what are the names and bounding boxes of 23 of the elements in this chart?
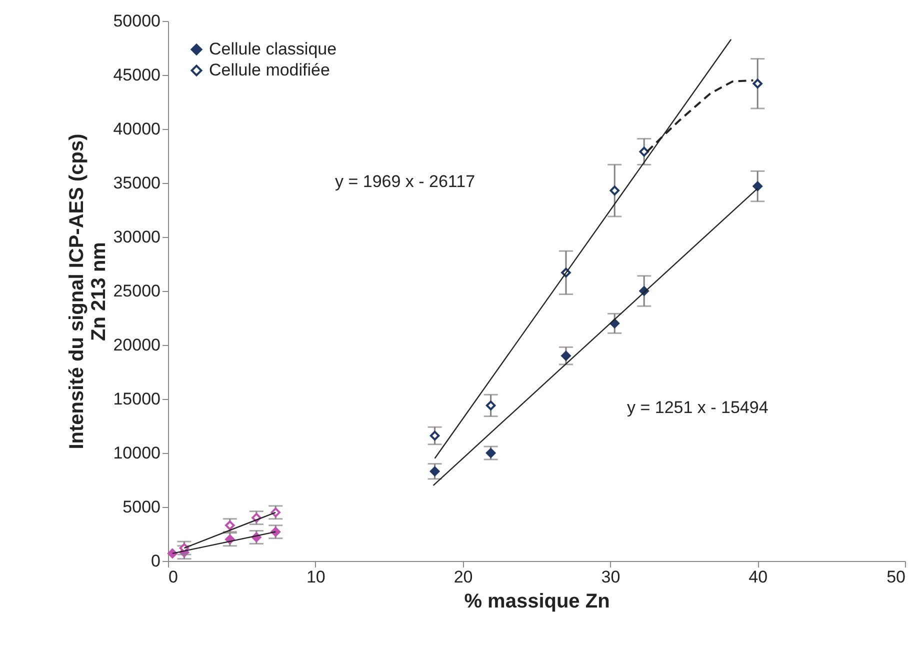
x-tick-label: 10	[306, 568, 326, 586]
x-tick-label: 50	[886, 568, 906, 586]
y-tick-label: 30000	[113, 228, 160, 246]
x-tick-label: 30	[601, 568, 620, 586]
legend-label: Cellule classique	[209, 40, 337, 58]
x-tick-label: 20	[454, 568, 473, 586]
legend-label: Cellule modifiée	[209, 60, 330, 80]
x-axis-title: % massique Zn	[464, 590, 610, 612]
y-tick-label: 5000	[122, 498, 160, 516]
y-tick-label: 40000	[113, 120, 160, 138]
y-tick-label: 20000	[113, 336, 160, 354]
y-tick-label: 0	[151, 552, 160, 570]
y-tick-label: 50000	[113, 12, 160, 30]
y-tick-label: 15000	[113, 390, 160, 408]
y-tick-label: 45000	[113, 66, 160, 84]
x-tick-label: 0	[168, 568, 178, 586]
y-tick-label: 25000	[113, 282, 160, 300]
x-tick-label: 40	[748, 568, 768, 586]
annotation: y = 1969 x - 26117	[335, 172, 476, 191]
y-tick-label: 35000	[113, 174, 160, 192]
annotation: y = 1251 x - 15494	[627, 398, 768, 417]
y-tick-label: 10000	[113, 444, 160, 462]
y-axis-title: Intensité du signal ICP-AES (cps) Zn 213 nm	[66, 134, 110, 450]
